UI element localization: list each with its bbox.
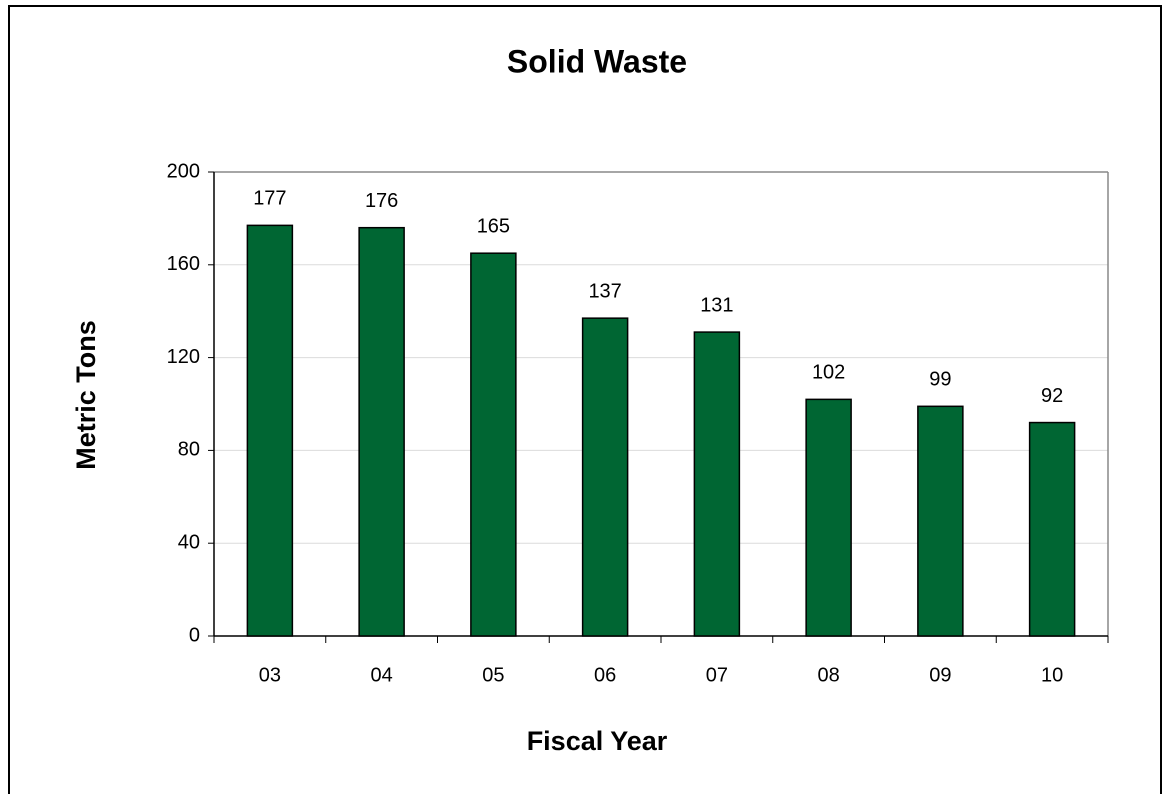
y-tick-label: 200	[167, 160, 200, 182]
data-label: 176	[365, 190, 398, 212]
x-tick-label: 06	[594, 664, 616, 686]
x-tick-label: 05	[482, 664, 504, 686]
bar	[470, 252, 517, 637]
data-label: 165	[477, 215, 510, 237]
data-label: 177	[253, 188, 286, 210]
y-tick-label: 160	[167, 253, 200, 275]
y-tick-label: 80	[178, 439, 200, 461]
y-tick-label: 0	[189, 624, 200, 646]
bar	[246, 224, 294, 637]
x-tick-label: 08	[818, 664, 840, 686]
bar	[358, 226, 405, 637]
x-axis-title: Fiscal Year	[527, 726, 668, 756]
chart-title: Solid Waste	[507, 43, 687, 79]
y-tick-label: 40	[178, 531, 200, 553]
bar	[805, 398, 852, 637]
data-label: 92	[1041, 385, 1063, 407]
x-tick-label: 10	[1041, 664, 1063, 686]
bar	[693, 331, 741, 637]
x-tick-label: 07	[706, 664, 728, 686]
y-tick-label: 120	[167, 346, 200, 368]
x-tick-label: 04	[371, 664, 393, 686]
data-label: 137	[588, 280, 621, 302]
y-axis-title: Metric Tons	[71, 320, 101, 470]
data-label: 131	[700, 294, 733, 316]
bar	[1028, 421, 1076, 637]
x-tick-label: 03	[259, 664, 281, 686]
bar	[581, 317, 629, 637]
bar	[917, 405, 964, 637]
data-label: 102	[812, 362, 845, 384]
data-label: 99	[929, 369, 951, 391]
x-tick-label: 09	[929, 664, 951, 686]
